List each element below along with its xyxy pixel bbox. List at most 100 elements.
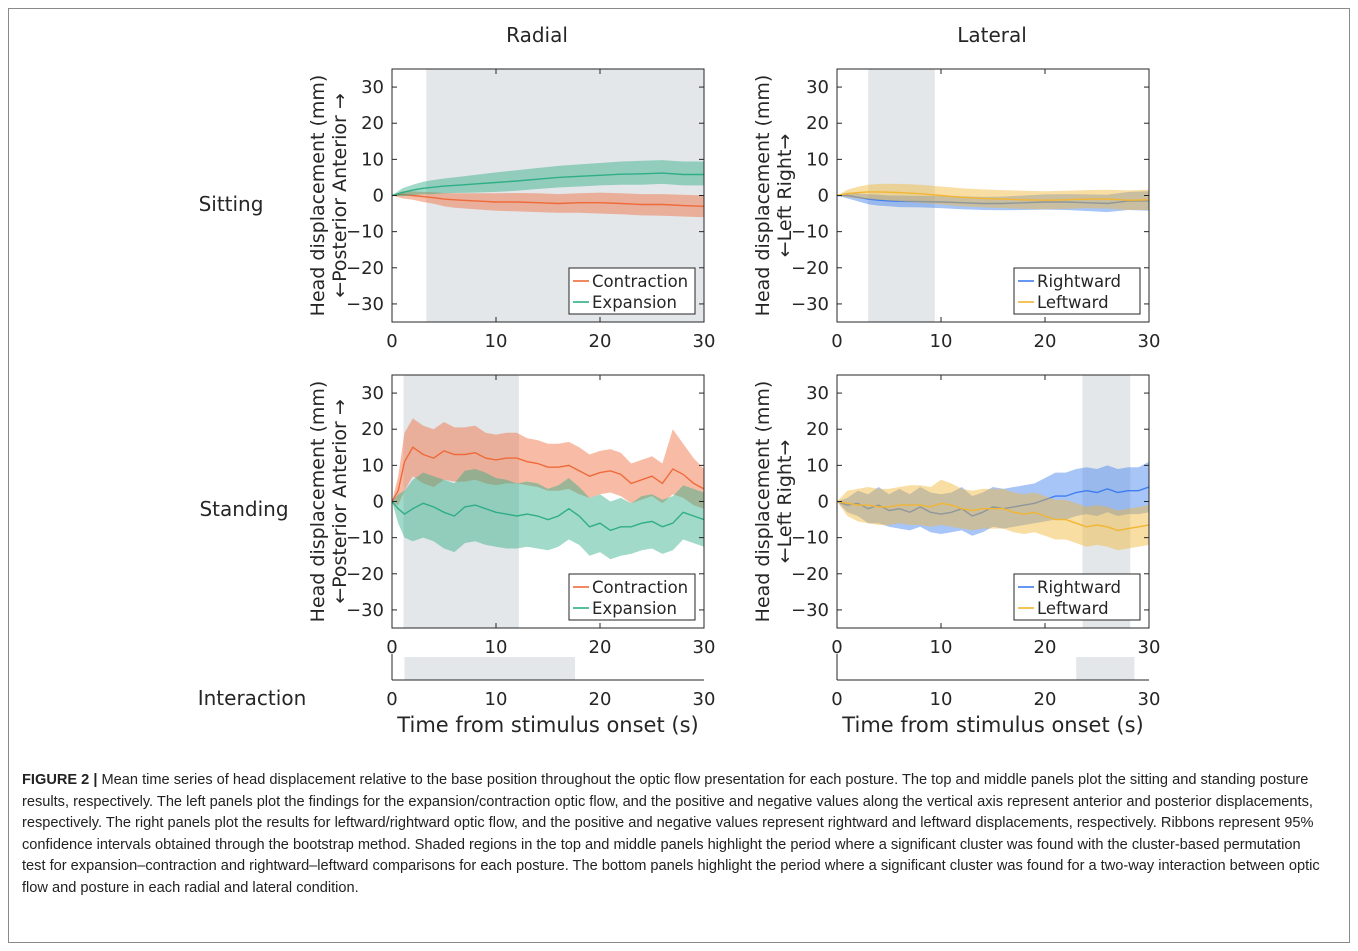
y-tick-label: −10 [346, 528, 384, 549]
ribbon-contraction [392, 418, 704, 509]
legend-box [1013, 573, 1141, 621]
column-title-radial: Radial [506, 23, 568, 47]
x-tick-label: 30 [1138, 637, 1161, 658]
line-leftward [837, 191, 1149, 201]
y-axis-label: Head displacement (mm) [752, 381, 774, 623]
x-tick-label: 0 [386, 689, 397, 710]
y-tick-label: −20 [791, 258, 829, 279]
y-tick-label: 0 [818, 186, 829, 207]
y-tick-label: 30 [806, 77, 829, 98]
plot-area [837, 183, 1149, 213]
y-tick-label: 0 [373, 186, 384, 207]
x-tick-label: 20 [1034, 331, 1057, 352]
y-tick-label: 0 [818, 492, 829, 513]
line-expansion [392, 172, 704, 197]
row-label-sitting: Sitting [199, 192, 264, 216]
x-tick-label: 10 [485, 689, 508, 710]
x-tick-label: 30 [693, 331, 716, 352]
y-tick-label: −30 [346, 294, 384, 315]
x-axis-label: Time from stimulus onset (s) [841, 713, 1143, 737]
y-axis-direction-label: ←Left Right→ [774, 440, 796, 564]
legend-label-expansion: Expansion [592, 599, 677, 618]
plot-area [837, 461, 1149, 551]
x-tick-label: 20 [589, 331, 612, 352]
y-tick-label: −10 [346, 222, 384, 243]
row-label-standing: Standing [199, 497, 288, 521]
x-tick-label: 30 [1138, 689, 1161, 710]
x-tick-label: 20 [589, 689, 612, 710]
y-axis-direction-label: ←Posterior Anterior → [329, 399, 351, 604]
ribbon-leftward [837, 479, 1149, 551]
legend: Rightward Leftward [1013, 267, 1141, 315]
y-tick-label: −10 [791, 222, 829, 243]
x-tick-label: 0 [831, 637, 842, 658]
line-contraction [392, 446, 704, 502]
y-tick-label: 10 [361, 455, 384, 476]
y-tick-label: −30 [346, 600, 384, 621]
y-axis-direction-label: ←Left Right→ [774, 134, 796, 258]
y-tick-label: 20 [361, 419, 384, 440]
x-tick-label: 30 [693, 637, 716, 658]
interaction-shade-interaction-lateral [1076, 657, 1135, 680]
x-tick-label: 20 [589, 637, 612, 658]
y-tick-label: 10 [361, 149, 384, 170]
legend-label-contraction: Contraction [592, 272, 688, 291]
y-tick-label: −10 [791, 528, 829, 549]
line-expansion [392, 501, 704, 532]
interaction-shade-interaction-radial [404, 657, 576, 680]
plot-area [392, 160, 704, 218]
y-tick-label: 30 [361, 77, 384, 98]
legend-label-contraction: Contraction [592, 578, 688, 597]
y-tick-label: −30 [791, 600, 829, 621]
x-tick-label: 0 [386, 637, 397, 658]
ribbon-expansion [392, 469, 704, 560]
line-leftward [837, 500, 1149, 532]
significance-shade [868, 69, 935, 322]
legend-box [568, 267, 696, 315]
x-tick-label: 10 [485, 637, 508, 658]
legend: Contraction Expansion [568, 267, 696, 315]
y-tick-label: 10 [806, 455, 829, 476]
x-tick-label: 10 [485, 331, 508, 352]
legend-label-leftward: Leftward [1037, 599, 1109, 618]
caption-text: Mean time series of head displacement re… [22, 772, 1320, 896]
column-title-lateral: Lateral [957, 23, 1027, 47]
x-tick-label: 30 [693, 689, 716, 710]
y-axis-label: Head displacement (mm) [752, 75, 774, 317]
x-tick-label: 20 [1034, 637, 1057, 658]
figure-caption: FIGURE 2 | Mean time series of head disp… [22, 770, 1322, 900]
x-tick-label: 20 [1034, 689, 1057, 710]
x-tick-label: 10 [930, 689, 953, 710]
x-tick-label: 10 [930, 637, 953, 658]
y-tick-label: −30 [791, 294, 829, 315]
plot-area [392, 418, 704, 560]
y-tick-label: 10 [806, 149, 829, 170]
figure-frame [8, 8, 1350, 943]
ribbon-rightward [837, 191, 1149, 213]
legend-label-rightward: Rightward [1037, 272, 1121, 291]
y-tick-label: 0 [373, 492, 384, 513]
legend-label-expansion: Expansion [592, 293, 677, 312]
ribbon-rightward [837, 461, 1149, 536]
x-tick-label: 0 [831, 689, 842, 710]
line-rightward [837, 486, 1149, 517]
legend-label-leftward: Leftward [1037, 293, 1109, 312]
y-axis-label: Head displacement (mm) [307, 75, 329, 317]
figure-svg: Radial Lateral Sitting Standing Interact… [198, 23, 1161, 737]
significance-shade [403, 375, 519, 628]
line-contraction [392, 193, 704, 207]
row-label-interaction: Interaction [198, 686, 307, 710]
y-tick-label: −20 [346, 258, 384, 279]
y-axis-direction-label: ←Posterior Anterior → [329, 93, 351, 298]
x-tick-label: 10 [930, 331, 953, 352]
ribbon-contraction [392, 191, 704, 218]
legend: Contraction Expansion [568, 573, 696, 621]
panel-interaction-lateral: 0 10 20 30 Time from stimulus onset (s) [831, 654, 1160, 737]
y-tick-label: 20 [806, 419, 829, 440]
x-axis-label: Time from stimulus onset (s) [396, 713, 698, 737]
x-tick-label: 30 [1138, 331, 1161, 352]
